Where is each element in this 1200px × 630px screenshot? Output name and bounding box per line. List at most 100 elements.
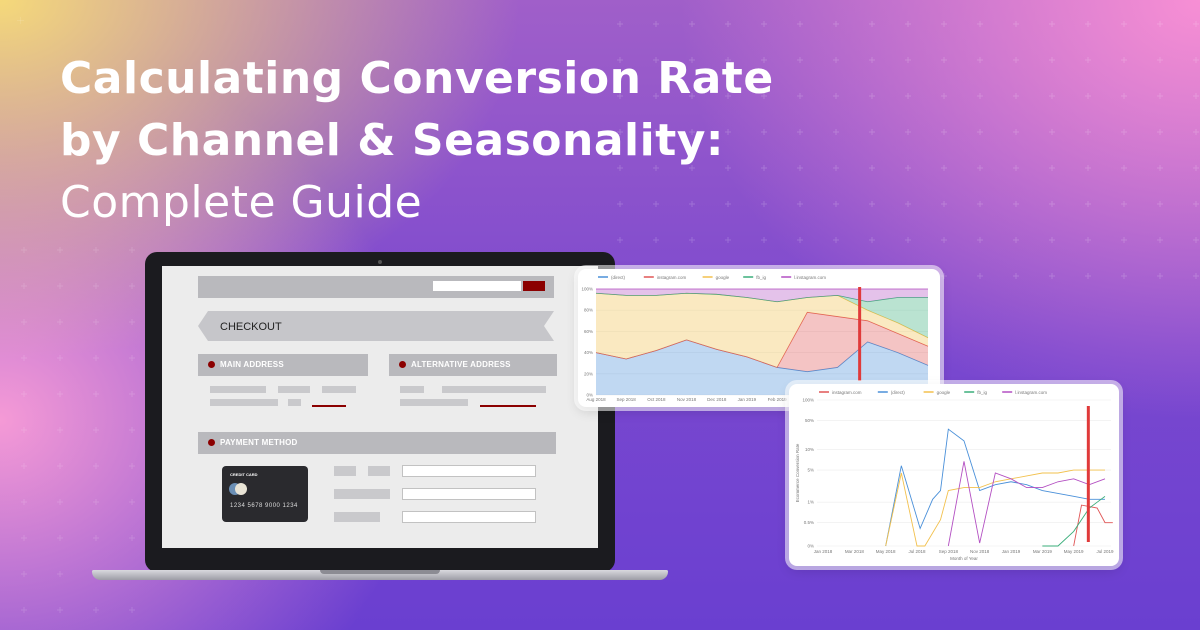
x-tick-label: Sep 2018 (617, 397, 637, 402)
plus-mark (57, 463, 63, 469)
bullet-icon (208, 439, 215, 446)
plus-mark (977, 237, 983, 243)
series-line-direct (885, 428, 1105, 547)
plus-mark (21, 319, 27, 325)
series-line-google (885, 469, 1105, 547)
plus-mark (1121, 93, 1127, 99)
y-tick-label: 1% (807, 500, 814, 505)
plus-mark (833, 21, 839, 27)
plus-mark (941, 273, 947, 279)
plus-mark (833, 201, 839, 207)
plus-mark (617, 237, 623, 243)
plus-mark (869, 201, 875, 207)
y-tick-label: 0% (807, 544, 814, 549)
address-placeholder (278, 386, 310, 393)
plus-mark (1157, 273, 1163, 279)
area-direct (596, 339, 928, 395)
payment-placeholder (334, 489, 390, 499)
plus-mark (1193, 57, 1199, 63)
plus-mark (1085, 93, 1091, 99)
plus-mark (797, 201, 803, 207)
plus-mark (977, 129, 983, 135)
plus-mark (1193, 237, 1199, 243)
plus-mark (1193, 201, 1199, 207)
plus-mark (1193, 21, 1199, 27)
plus-mark (1121, 165, 1127, 171)
card-name-field[interactable] (402, 488, 536, 500)
plus-mark (689, 237, 695, 243)
plus-mark (57, 427, 63, 433)
plus-mark (869, 129, 875, 135)
plus-mark (977, 165, 983, 171)
address-link[interactable] (312, 405, 346, 407)
plus-mark (1121, 237, 1127, 243)
area-instagramcom (596, 312, 928, 372)
legend-label: instagram.com (832, 390, 862, 395)
plus-mark (1193, 273, 1199, 279)
series-line-instagramcom (595, 311, 929, 368)
plus-mark (1121, 273, 1127, 279)
x-tick-label: Jul 2019 (1096, 549, 1114, 554)
plus-mark (129, 427, 135, 433)
address-link[interactable] (480, 405, 536, 407)
plus-mark (129, 499, 135, 505)
address-placeholder (288, 399, 301, 406)
plus-mark (21, 535, 27, 541)
plus-mark (129, 247, 135, 253)
plus-mark (797, 57, 803, 63)
plus-mark (93, 391, 99, 397)
x-tick-label: May 2018 (876, 549, 896, 554)
plus-mark (1013, 201, 1019, 207)
plus-mark (1013, 165, 1019, 171)
plus-mark (977, 57, 983, 63)
plus-mark (617, 21, 623, 27)
y-tick-label: 0.5% (804, 520, 814, 525)
checkout-screen: CHECKOUT MAIN ADDRESS ALTERNATIVE ADDRES… (162, 266, 598, 548)
y-tick-label: 60% (584, 329, 593, 334)
plus-mark (977, 21, 983, 27)
plus-mark (93, 355, 99, 361)
plus-mark (869, 237, 875, 243)
search-button[interactable] (523, 281, 545, 291)
legend-label: (direct) (611, 275, 626, 280)
plus-mark (1049, 93, 1055, 99)
y-axis-title: Ecommerce Conversion Rate (795, 443, 800, 502)
y-tick-label: 50% (805, 418, 814, 423)
search-field[interactable] (433, 281, 521, 291)
plus-mark (129, 463, 135, 469)
plus-mark (1193, 165, 1199, 171)
x-tick-label: Nov 2018 (677, 397, 697, 402)
plus-mark (57, 319, 63, 325)
plus-mark (689, 21, 695, 27)
plus-mark (1121, 57, 1127, 63)
plus-mark (57, 283, 63, 289)
plus-mark (869, 165, 875, 171)
payment-placeholder (368, 466, 390, 476)
address-placeholder (400, 399, 468, 406)
plus-mark (1157, 93, 1163, 99)
card-logo-icon (235, 483, 247, 495)
bullet-icon (399, 361, 406, 368)
plus-mark (129, 355, 135, 361)
plus-mark (725, 237, 731, 243)
credit-card[interactable]: CREDIT CARD 1234 5678 9000 1234 (222, 466, 308, 522)
plus-mark (1085, 165, 1091, 171)
x-tick-label: Dec 2018 (707, 397, 727, 402)
plus-mark (1013, 93, 1019, 99)
payment-method-header: PAYMENT METHOD (198, 432, 556, 454)
series-line-fbig (1042, 495, 1106, 547)
card-expiry-field[interactable] (402, 511, 536, 523)
plus-mark (21, 391, 27, 397)
plus-mark (57, 607, 63, 613)
card-number-field[interactable] (402, 465, 536, 477)
legend-label: fb_ig (756, 275, 766, 280)
x-tick-label: Jul 2018 (908, 549, 926, 554)
y-tick-label: 10% (805, 447, 814, 452)
y-tick-label: 80% (584, 308, 593, 313)
plus-mark (1049, 237, 1055, 243)
plus-mark (21, 247, 27, 253)
plus-mark (1049, 21, 1055, 27)
plus-mark (1193, 93, 1199, 99)
area-google (596, 293, 928, 368)
checkout-title: CHECKOUT (220, 321, 282, 333)
